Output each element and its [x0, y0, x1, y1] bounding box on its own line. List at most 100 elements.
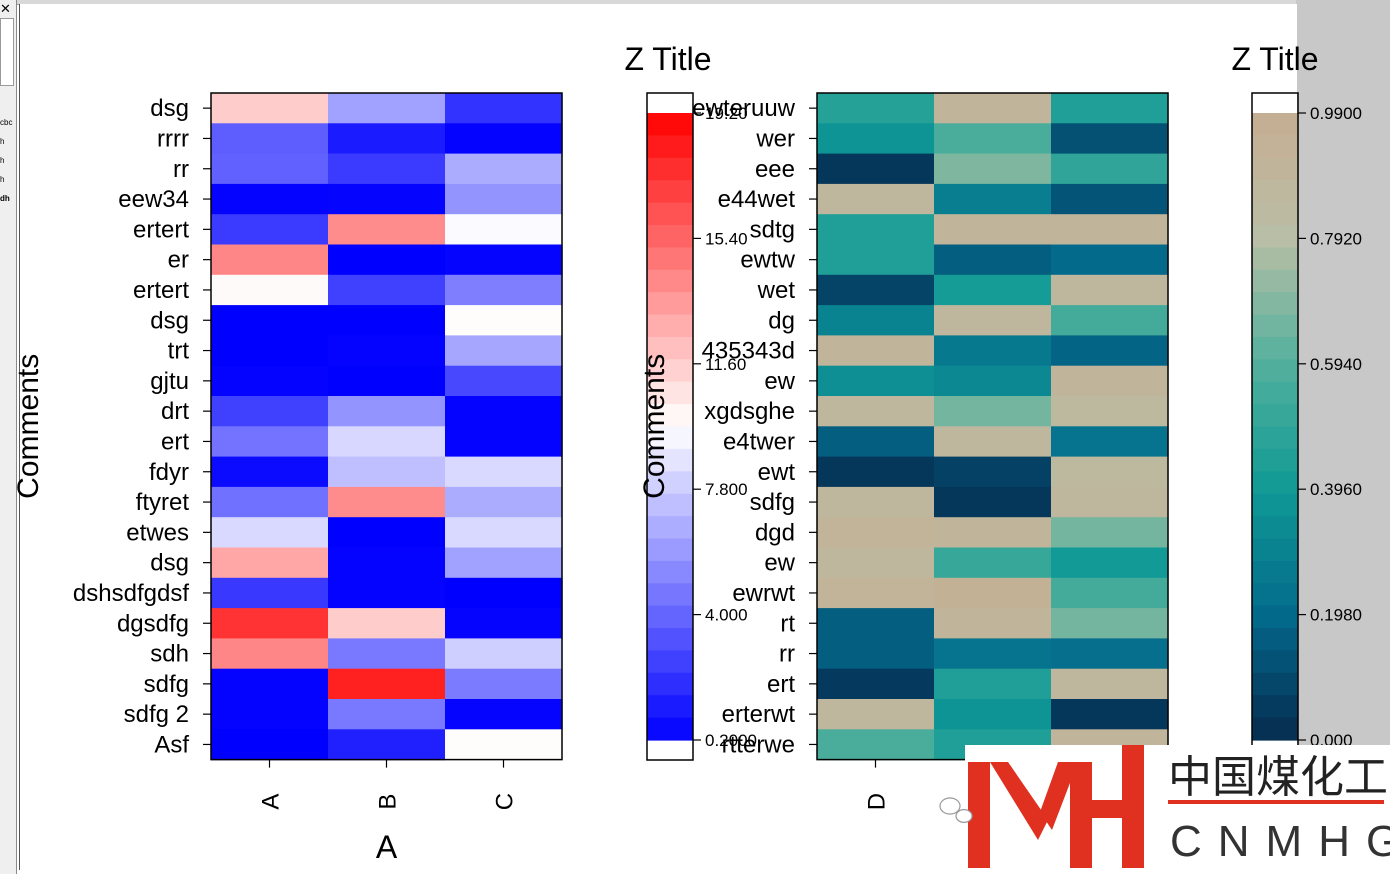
- y-tick-label: ewteruuw: [692, 95, 795, 122]
- heatmap-cell: [1051, 638, 1169, 670]
- colorbar-segment: [647, 605, 693, 629]
- colorbar-segment: [647, 247, 693, 271]
- heatmap-cell: [934, 608, 1052, 639]
- heatmap-cell: [1051, 123, 1169, 155]
- colorbar-tick-label: 0.5940: [1310, 355, 1362, 374]
- colorbar-segment: [1252, 717, 1298, 741]
- heatmap-cell: [1051, 668, 1169, 700]
- heatmap-cell: [328, 183, 446, 215]
- heatmap-cell: [817, 305, 935, 336]
- y-tick-label: wet: [757, 277, 796, 304]
- y-tick-label: fdyr: [149, 459, 189, 486]
- heatmap-cell: [817, 486, 935, 518]
- heatmap-cell: [445, 547, 563, 579]
- y-tick-label: rrrr: [157, 125, 189, 152]
- heatmap-cell: [211, 486, 329, 518]
- colorbar-segment: [647, 314, 693, 338]
- y-tick-label: e4twer: [723, 428, 795, 455]
- heatmap-cell: [211, 426, 329, 458]
- colorbar-segment: [647, 359, 693, 383]
- colorbar-segment: [647, 493, 693, 517]
- heatmap-cell: [934, 93, 1052, 124]
- watermark-cn-text: 中国煤化工: [1168, 752, 1388, 803]
- heatmap-cell: [445, 638, 563, 670]
- heatmap-cell: [211, 183, 329, 215]
- colorbar-title: Z Title: [1231, 41, 1318, 77]
- heatmap-cell: [934, 699, 1052, 730]
- heatmap-cell: [445, 305, 563, 336]
- heatmap-cell: [934, 456, 1052, 488]
- heatmap-cell: [817, 274, 935, 306]
- heatmap-cell: [211, 638, 329, 670]
- close-icon[interactable]: ✕: [0, 1, 11, 16]
- heatmap-cell: [211, 396, 329, 427]
- heatmap-cell: [445, 456, 563, 488]
- y-tick-label: sdfg: [750, 489, 795, 516]
- colorbar-tick-label: 0.7920: [1310, 229, 1362, 248]
- heatmap-cell: [817, 93, 935, 124]
- colorbar-segment: [1252, 493, 1298, 517]
- watermark-logo-stroke: [1040, 762, 1078, 830]
- colorbar-segment: [1252, 448, 1298, 472]
- y-tick-label: rt: [780, 610, 795, 637]
- colorbar-segment: [1252, 650, 1298, 674]
- heatmap-cell: [328, 668, 446, 700]
- heatmap-cell: [817, 426, 935, 458]
- heatmap-cell: [817, 153, 935, 185]
- heatmap-cell: [934, 517, 1052, 549]
- heatmap-cell: [1051, 608, 1169, 639]
- colorbar-segment: [1252, 695, 1298, 719]
- colorbar-segment: [1252, 180, 1298, 204]
- heatmap-cell: [328, 396, 446, 427]
- heatmap-cell: [934, 244, 1052, 276]
- heatmap-cell: [445, 214, 563, 246]
- colorbar-tick-label: 0.9900: [1310, 104, 1362, 123]
- left-side-panel: ✕ cbc h h h dh: [0, 0, 17, 874]
- colorbar-segment: [1252, 157, 1298, 181]
- colorbar-segment: [647, 135, 693, 159]
- heatmap-cell: [445, 153, 563, 185]
- heatmap-cell: [211, 93, 329, 124]
- side-panel-text: h: [0, 156, 5, 165]
- y-axis-title: Comments: [12, 354, 45, 499]
- heatmap-cell: [328, 93, 446, 124]
- heatmap-cell: [211, 577, 329, 609]
- y-tick-label: ert: [161, 428, 189, 455]
- colorbar-segment: [647, 560, 693, 584]
- heatmap-cell: [1051, 547, 1169, 579]
- colorbar-segment: [647, 113, 693, 136]
- heatmap-cell: [328, 608, 446, 639]
- colorbar-segment: [647, 404, 693, 428]
- colorbar-segment: [647, 717, 693, 741]
- heatmap-cell: [211, 123, 329, 155]
- y-tick-label: sdfg: [144, 671, 189, 698]
- heatmap-cell: [934, 365, 1052, 397]
- y-tick-label: eee: [755, 156, 795, 183]
- heatmap-cell: [445, 123, 563, 155]
- colorbar-tick-label: 15.40: [705, 229, 748, 248]
- heatmap-cell: [211, 547, 329, 579]
- heatmap-cell: [445, 426, 563, 458]
- x-axis-title: A: [376, 829, 398, 865]
- heatmap-cell: [1051, 335, 1169, 367]
- heatmap-cell: [1051, 426, 1169, 458]
- colorbar-segment: [1252, 583, 1298, 607]
- heatmap-cell: [1051, 486, 1169, 518]
- heatmap-cell: [328, 214, 446, 246]
- heatmap-cell: [445, 577, 563, 609]
- heatmap-cell: [445, 699, 563, 730]
- heatmap-cell: [328, 456, 446, 488]
- heatmap-cell: [328, 699, 446, 730]
- heatmap-cell: [934, 305, 1052, 336]
- colorbar-tick-label: 0.3960: [1310, 480, 1362, 499]
- heatmap-cell: [445, 396, 563, 427]
- colorbar-segment: [647, 583, 693, 607]
- heatmap-cell: [211, 214, 329, 246]
- heatmap-cell: [211, 305, 329, 336]
- heatmap-cell: [211, 699, 329, 730]
- y-tick-label: ew: [764, 368, 795, 395]
- y-tick-label: erterwt: [722, 701, 796, 728]
- colorbar-segment: [1252, 605, 1298, 629]
- colorbar-segment: [1252, 538, 1298, 562]
- y-tick-label: sdfg 2: [124, 701, 189, 728]
